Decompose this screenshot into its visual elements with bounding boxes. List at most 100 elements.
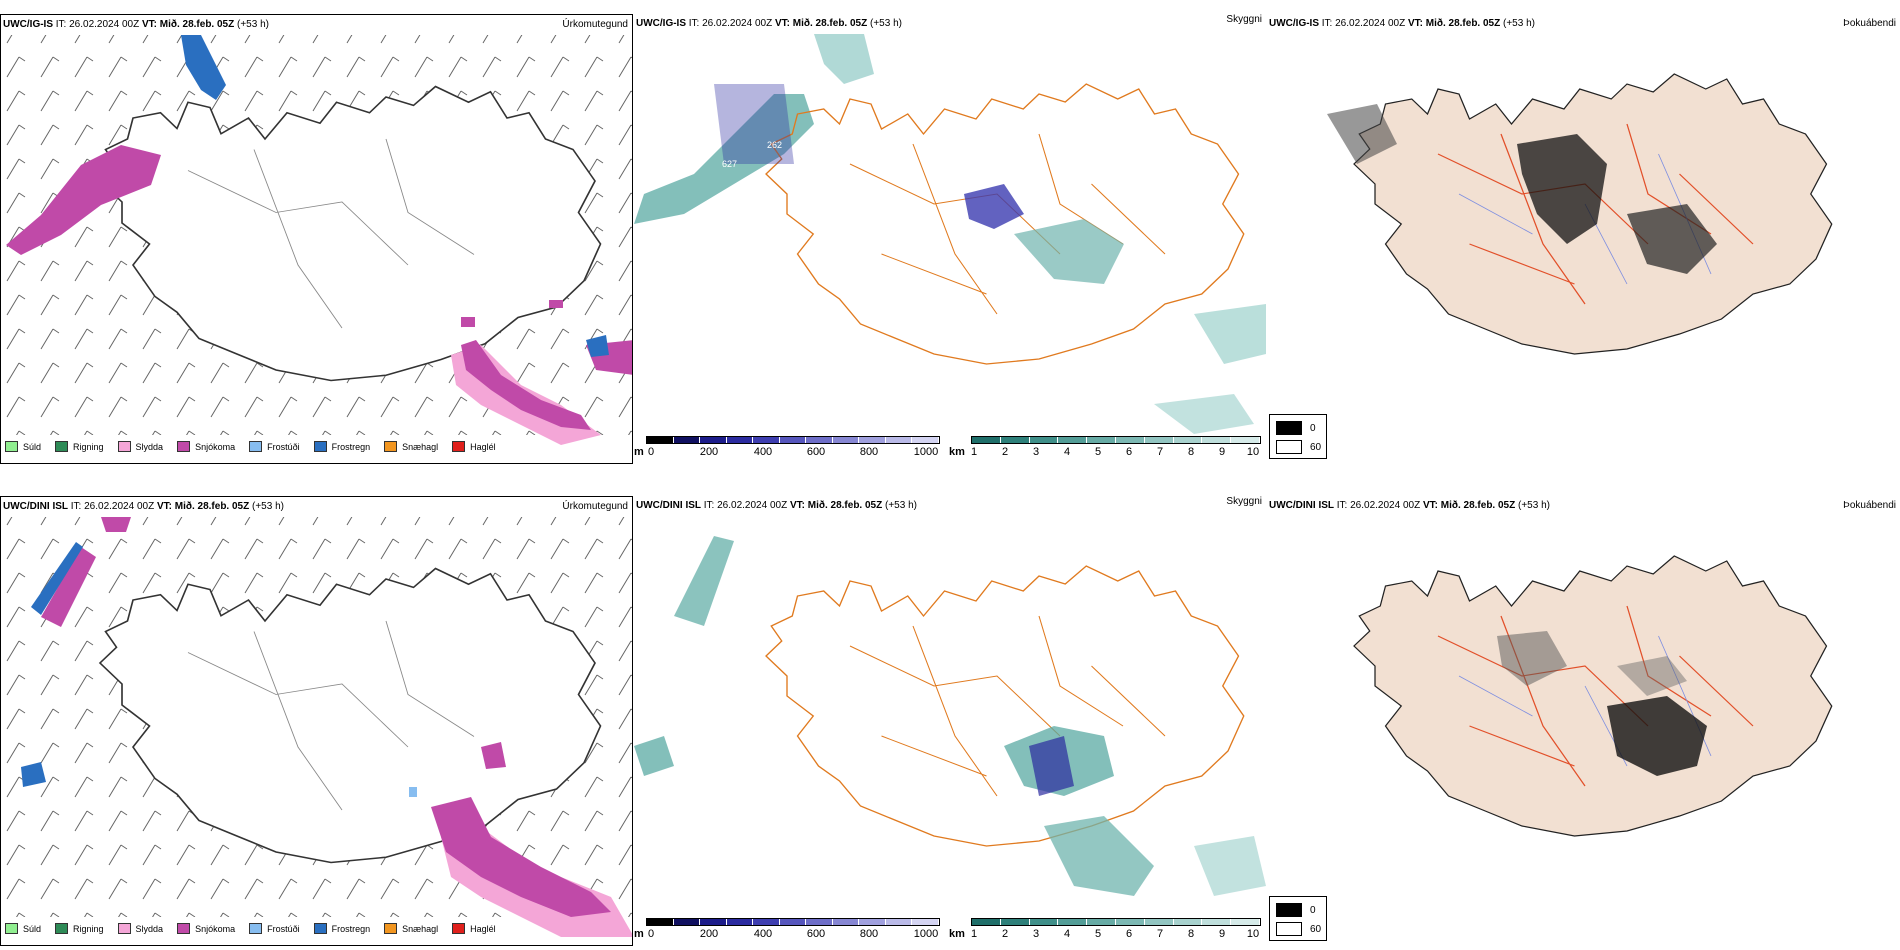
- panel-header: UWC/IG-IS IT: 26.02.2024 00Z VT: Mið. 28…: [1269, 18, 1535, 29]
- legend-swatch: [249, 441, 263, 452]
- legend-swatch: [5, 923, 18, 934]
- visibility-tick: 2: [1001, 446, 1009, 458]
- legend-swatch: [1276, 440, 1302, 454]
- panel-title: Skyggni: [1226, 14, 1262, 25]
- visibility-tick: 9: [1218, 928, 1226, 940]
- legend-swatch: [117, 441, 131, 452]
- snow-area-se: [431, 797, 611, 917]
- ceiling-area: [964, 184, 1024, 229]
- visibility-tick: 4: [1063, 446, 1071, 458]
- precip-legend: Súld Rigning Slydda Snjókoma Frostúði Fr…: [5, 923, 510, 934]
- visibility-tick: 10: [1246, 446, 1260, 458]
- fog-legend-item: 60: [1276, 922, 1321, 936]
- visibility-tick: 7: [1156, 928, 1164, 940]
- legend-item: Haglél: [452, 441, 496, 452]
- ceiling-unit: m: [634, 928, 644, 940]
- legend-item: Súld: [5, 441, 41, 452]
- precip-panel-top: UWC/IG-IS IT: 26.02.2024 00Z VT: Mið. 28…: [0, 14, 633, 464]
- legend-item: Súld: [5, 923, 41, 934]
- visibility-tick: 7: [1156, 446, 1164, 458]
- precip-map: [1, 35, 632, 445]
- ceiling-colorbar: m 0 200 400 600 800 1000: [634, 918, 944, 946]
- visibility-tick: 2: [1001, 928, 1009, 940]
- legend-swatch: [117, 923, 131, 934]
- precip-panel-bottom: UWC/DINI ISL IT: 26.02.2024 00Z VT: Mið.…: [0, 496, 633, 946]
- visibility-map: 262 627: [634, 34, 1266, 434]
- fog-map: [1353, 555, 1833, 837]
- visibility-tick: 5: [1094, 928, 1102, 940]
- ceiling-unit: m: [634, 446, 644, 458]
- ceiling-area: [1029, 736, 1074, 796]
- legend-swatch: [249, 923, 263, 934]
- ceiling-label: 257: [1062, 799, 1077, 809]
- freezing-rain-e: [586, 335, 609, 357]
- freezing-rain-area: [181, 35, 226, 100]
- panel-title: Þokuábendi: [1843, 500, 1896, 511]
- legend-swatch: [313, 923, 327, 934]
- legend-swatch: [177, 441, 191, 452]
- ceiling-colorbar: m 0 200 400 600 800 1000: [634, 436, 944, 464]
- legend-item: Rigning: [55, 923, 104, 934]
- fog-panel-bottom: UWC/DINI ISL IT: 26.02.2024 00Z VT: Mið.…: [1267, 496, 1900, 946]
- legend-swatch: [384, 441, 398, 452]
- legend-item: Snjókoma: [177, 923, 235, 934]
- visibility-tick: 8: [1187, 928, 1195, 940]
- panel-header: UWC/DINI ISL IT: 26.02.2024 00Z VT: Mið.…: [1269, 500, 1550, 511]
- ceiling-tick: 600: [806, 446, 826, 458]
- snow-area-nw: [41, 547, 96, 627]
- visibility-panel-bottom: UWC/DINI ISL IT: 26.02.2024 00Z VT: Mið.…: [634, 496, 1266, 946]
- snow-area-se: [461, 340, 591, 430]
- visibility-strip: [971, 436, 1261, 444]
- legend-item: Slydda: [117, 441, 163, 452]
- ceiling-label: 262: [767, 140, 782, 150]
- ceiling-tick: 800: [859, 928, 879, 940]
- visibility-unit: km: [949, 928, 965, 940]
- legend-item: Haglél: [452, 923, 496, 934]
- ceiling-tick: 400: [753, 928, 773, 940]
- fog-map: [1327, 73, 1833, 355]
- legend-item: Snæhagl: [384, 923, 438, 934]
- fog-legend-top: 0 60: [1269, 414, 1327, 459]
- ceiling-tick: 0: [647, 928, 655, 940]
- legend-swatch: [177, 923, 191, 934]
- legend-swatch: [55, 923, 69, 934]
- legend-swatch: [55, 441, 69, 452]
- ceiling-strip: [646, 918, 940, 926]
- visibility-colorbar: km 1 2 3 4 5 6 7 8 9 10: [949, 918, 1265, 946]
- legend-swatch: [384, 923, 398, 934]
- legend-swatch: [1276, 903, 1302, 917]
- visibility-strip: [971, 918, 1261, 926]
- ceiling-strip: [646, 436, 940, 444]
- visibility-unit: km: [949, 446, 965, 458]
- panel-header: UWC/IG-IS IT: 26.02.2024 00Z VT: Mið. 28…: [636, 18, 902, 29]
- precip-map: [1, 517, 632, 937]
- legend-swatch: [313, 441, 327, 452]
- ceiling-tick: 400: [753, 446, 773, 458]
- visibility-map: 95 257: [634, 536, 1266, 896]
- ceiling-tick: 600: [806, 928, 826, 940]
- visibility-tick: 3: [1032, 928, 1040, 940]
- fog-legend-item: 0: [1276, 421, 1316, 435]
- ceiling-tick: 200: [699, 928, 719, 940]
- legend-swatch: [5, 441, 18, 452]
- visibility-tick: 5: [1094, 446, 1102, 458]
- visibility-tick: 3: [1032, 446, 1040, 458]
- ceiling-label: 95: [953, 714, 963, 724]
- fog-area: [1607, 696, 1707, 776]
- ceiling-tick: 800: [859, 446, 879, 458]
- legend-item: Frostregn: [313, 441, 370, 452]
- legend-swatch: [452, 923, 466, 934]
- freezing-rain-nw: [31, 542, 83, 615]
- fog-legend-item: 0: [1276, 903, 1316, 917]
- visibility-tick: 1: [970, 928, 978, 940]
- visibility-tick: 10: [1246, 928, 1260, 940]
- legend-swatch: [1276, 922, 1302, 936]
- visibility-tick: 4: [1063, 928, 1071, 940]
- visibility-tick: 9: [1218, 446, 1226, 458]
- visibility-tick: 6: [1125, 928, 1133, 940]
- visibility-colorbar: km 1 2 3 4 5 6 7 8 9 10: [949, 436, 1265, 464]
- precip-legend: Súld Rigning Slydda Snjókoma Frostúði Fr…: [5, 441, 510, 452]
- ceiling-label: 627: [722, 159, 737, 169]
- panel-title: Úrkomutegund: [562, 501, 628, 512]
- panel-header: UWC/IG-IS IT: 26.02.2024 00Z VT: Mið. 28…: [3, 19, 269, 30]
